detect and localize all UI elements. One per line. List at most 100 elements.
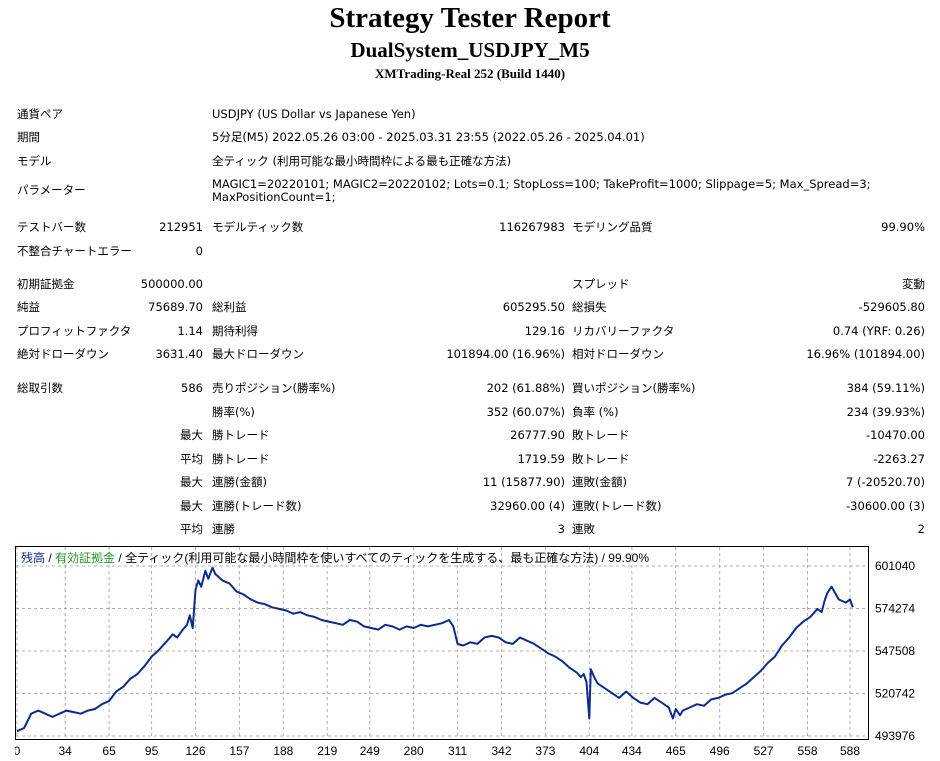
grid [16, 547, 868, 739]
max-drawdown-label: 最大ドローダウン [212, 347, 304, 361]
largest-profit-value: 26777.90 [510, 428, 565, 442]
x-tick-label: 434 [622, 744, 642, 758]
quality-label: モデリング品質 [572, 220, 653, 234]
x-tick-label: 558 [797, 744, 817, 758]
y-axis: 601040 574274 547508 520742 493976 [875, 559, 915, 743]
balance-line-group [16, 566, 854, 733]
x-axis: 0 34 65 95 126 157 188 219 249 280 311 342 373 404 434… [15, 744, 860, 758]
long-positions-value: 384 (59.11%) [846, 381, 925, 395]
row-prefix: 平均 [180, 452, 203, 466]
net-profit-value: 75689.70 [148, 300, 203, 314]
parameters-label: パラメーター [17, 183, 86, 197]
y-tick-label: 547508 [875, 644, 915, 658]
x-tick-label: 126 [185, 744, 205, 758]
row-prefix: 最大 [180, 475, 203, 489]
average-loss-value: -2263.27 [873, 452, 925, 466]
total-trades-value: 586 [181, 381, 203, 395]
gross-loss-label: 総損失 [572, 300, 607, 314]
average-consec-losses-label: 連敗 [572, 522, 595, 536]
x-tick-label: 588 [840, 744, 860, 758]
loss-rate-label: 負率 (%) [572, 405, 619, 419]
average-profit-label: 勝トレード [212, 452, 270, 466]
gross-loss-value: -529605.80 [858, 300, 925, 314]
deposit-value: 500000.00 [140, 277, 203, 291]
average-consec-wins-value: 3 [557, 522, 565, 536]
svg-text:残高 / 有効証拠金 / 全ティック(利用可能な最小時間枠を: 残高 / 有効証拠金 / 全ティック(利用可能な最小時間枠を使いすべてのティック… [21, 550, 649, 565]
x-tick-label: 342 [491, 744, 511, 758]
profit-factor-value: 1.14 [177, 324, 203, 338]
gross-profit-value: 605295.50 [502, 300, 565, 314]
ticks-label: モデルティック数 [212, 220, 304, 234]
win-rate-label: 勝率(%) [212, 405, 255, 419]
parameters-value-line2: MaxPositionCount=1; [212, 190, 336, 204]
server-info: XMTrading-Real 252 (Build 1440) [374, 66, 566, 81]
x-tick-label: 65 [102, 744, 116, 758]
report-title: Strategy Tester Report [329, 2, 611, 34]
x-tick-label: 249 [360, 744, 380, 758]
average-consec-wins-label: 連勝 [212, 522, 235, 536]
symbol-label: 通貨ペア [17, 107, 63, 121]
short-positions-value: 202 (61.88%) [486, 381, 565, 395]
max-drawdown-value: 101894.00 (16.96%) [446, 347, 565, 361]
quality-value: 99.90% [881, 220, 925, 234]
row-prefix: 最大 [180, 428, 203, 442]
largest-profit-label: 勝トレード [212, 428, 270, 442]
total-trades-label: 総取引数 [17, 381, 63, 395]
y-tick-label: 574274 [875, 602, 915, 616]
mismatch-label: 不整合チャートエラー [17, 244, 132, 258]
x-tick-label: 280 [404, 744, 424, 758]
legend-model-quality: 全ティック(利用可能な最小時間枠を使いすべてのティックを生成する、最も正確な方法… [125, 550, 649, 565]
relative-drawdown-value: 16.96% (101894.00) [806, 347, 925, 361]
balance-chart: 601040 574274 547508 520742 493976 0 34 65 95 12… [15, 546, 915, 758]
max-consec-wins-count-label: 連勝(トレード数) [212, 499, 302, 513]
gross-profit-label: 総利益 [212, 300, 247, 314]
period-label: 期間 [17, 130, 40, 144]
average-loss-label: 敗トレード [572, 452, 630, 466]
y-tick-label: 520742 [875, 687, 915, 701]
x-tick-label: 0 [15, 744, 21, 758]
x-tick-label: 373 [535, 744, 555, 758]
x-tick-label: 157 [229, 744, 249, 758]
row-prefix: 平均 [180, 522, 203, 536]
max-consec-losses-count-value: -30600.00 (3) [846, 499, 925, 513]
legend-separator: / [115, 551, 125, 565]
legend-balance: 残高 [21, 550, 45, 565]
ticks-value: 116267983 [499, 220, 565, 234]
average-consec-losses-value: 2 [917, 522, 925, 536]
absolute-drawdown-label: 絶対ドローダウン [17, 347, 109, 361]
model-label: モデル [17, 154, 52, 168]
recovery-factor-label: リカバリーファクタ [572, 324, 675, 338]
largest-loss-label: 敗トレード [572, 428, 630, 442]
x-tick-label: 219 [317, 744, 337, 758]
max-consec-wins-count-value: 32960.00 (4) [490, 499, 565, 513]
x-tick-label: 34 [58, 744, 72, 758]
profit-factor-label: プロフィットファクタ [17, 324, 132, 338]
legend-equity: 有効証拠金 [55, 550, 115, 565]
long-positions-label: 買いポジション(勝率%) [572, 381, 696, 395]
win-rate-value: 352 (60.07%) [486, 405, 565, 419]
relative-drawdown-label: 相対ドローダウン [572, 347, 664, 361]
report-subtitle: DualSystem_USDJPY_M5 [350, 38, 590, 62]
legend-separator: / [45, 551, 55, 565]
expected-payoff-value: 129.16 [524, 324, 565, 338]
max-consec-wins-money-label: 連勝(金額) [212, 475, 267, 489]
period-value: 5分足(M5) 2022.05.26 03:00 - 2025.03.31 23… [212, 130, 645, 144]
symbol-value: USDJPY (US Dollar vs Japanese Yen) [212, 107, 416, 121]
spread-value: 変動 [902, 277, 925, 291]
recovery-factor-value: 0.74 (YRF: 0.26) [832, 324, 925, 338]
plot-frame [15, 546, 869, 740]
row-prefix: 最大 [180, 499, 203, 513]
x-tick-label: 188 [273, 744, 293, 758]
x-tick-label: 527 [754, 744, 774, 758]
max-consec-losses-count-label: 連敗(トレード数) [572, 499, 662, 513]
x-tick-label: 496 [710, 744, 730, 758]
bars-value: 212951 [159, 220, 203, 234]
max-consec-losses-money-label: 連敗(金額) [572, 475, 627, 489]
y-tick-label: 601040 [875, 559, 915, 573]
x-tick-label: 311 [448, 744, 467, 758]
expected-payoff-label: 期待利得 [212, 324, 258, 338]
spread-label: スプレッド [572, 277, 630, 291]
y-tick-label: 493976 [875, 729, 915, 743]
model-value: 全ティック (利用可能な最小時間枠による最も正確な方法) [212, 154, 512, 168]
average-profit-value: 1719.59 [517, 452, 565, 466]
